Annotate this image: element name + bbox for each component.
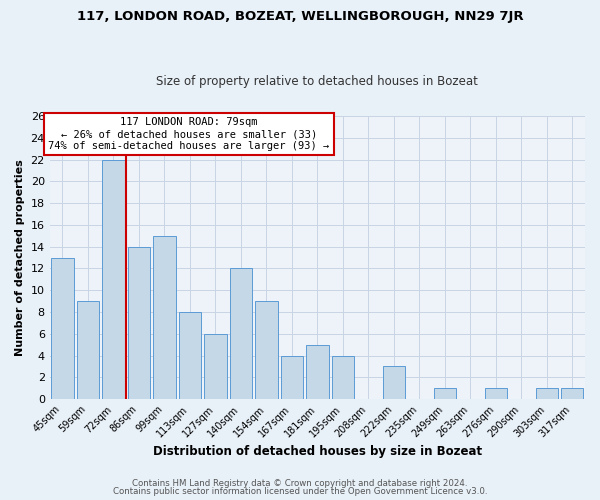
- Y-axis label: Number of detached properties: Number of detached properties: [15, 159, 25, 356]
- Bar: [434, 388, 456, 399]
- Text: 117 LONDON ROAD: 79sqm
← 26% of detached houses are smaller (33)
74% of semi-det: 117 LONDON ROAD: 79sqm ← 26% of detached…: [48, 118, 329, 150]
- Bar: [536, 388, 558, 399]
- Bar: [102, 160, 125, 399]
- Bar: [485, 388, 507, 399]
- Bar: [153, 236, 176, 399]
- Bar: [128, 246, 150, 399]
- Bar: [204, 334, 227, 399]
- Bar: [179, 312, 201, 399]
- Text: Contains public sector information licensed under the Open Government Licence v3: Contains public sector information licen…: [113, 487, 487, 496]
- Bar: [230, 268, 252, 399]
- X-axis label: Distribution of detached houses by size in Bozeat: Distribution of detached houses by size …: [153, 444, 482, 458]
- Bar: [561, 388, 583, 399]
- Text: Contains HM Land Registry data © Crown copyright and database right 2024.: Contains HM Land Registry data © Crown c…: [132, 478, 468, 488]
- Bar: [51, 258, 74, 399]
- Bar: [383, 366, 405, 399]
- Bar: [332, 356, 354, 399]
- Bar: [255, 301, 278, 399]
- Title: Size of property relative to detached houses in Bozeat: Size of property relative to detached ho…: [157, 76, 478, 88]
- Bar: [77, 301, 99, 399]
- Bar: [281, 356, 303, 399]
- Bar: [306, 344, 329, 399]
- Text: 117, LONDON ROAD, BOZEAT, WELLINGBOROUGH, NN29 7JR: 117, LONDON ROAD, BOZEAT, WELLINGBOROUGH…: [77, 10, 523, 23]
